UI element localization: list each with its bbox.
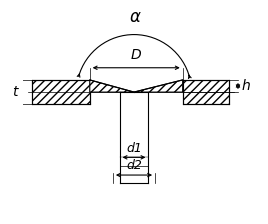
Text: t: t (12, 85, 18, 99)
Text: α: α (129, 8, 140, 26)
Text: h: h (241, 79, 250, 93)
Polygon shape (32, 80, 90, 104)
Text: d1: d1 (126, 142, 142, 155)
Polygon shape (183, 80, 229, 104)
Text: d2: d2 (126, 159, 142, 172)
Text: D: D (131, 48, 142, 62)
Polygon shape (134, 80, 183, 92)
Polygon shape (90, 80, 134, 92)
